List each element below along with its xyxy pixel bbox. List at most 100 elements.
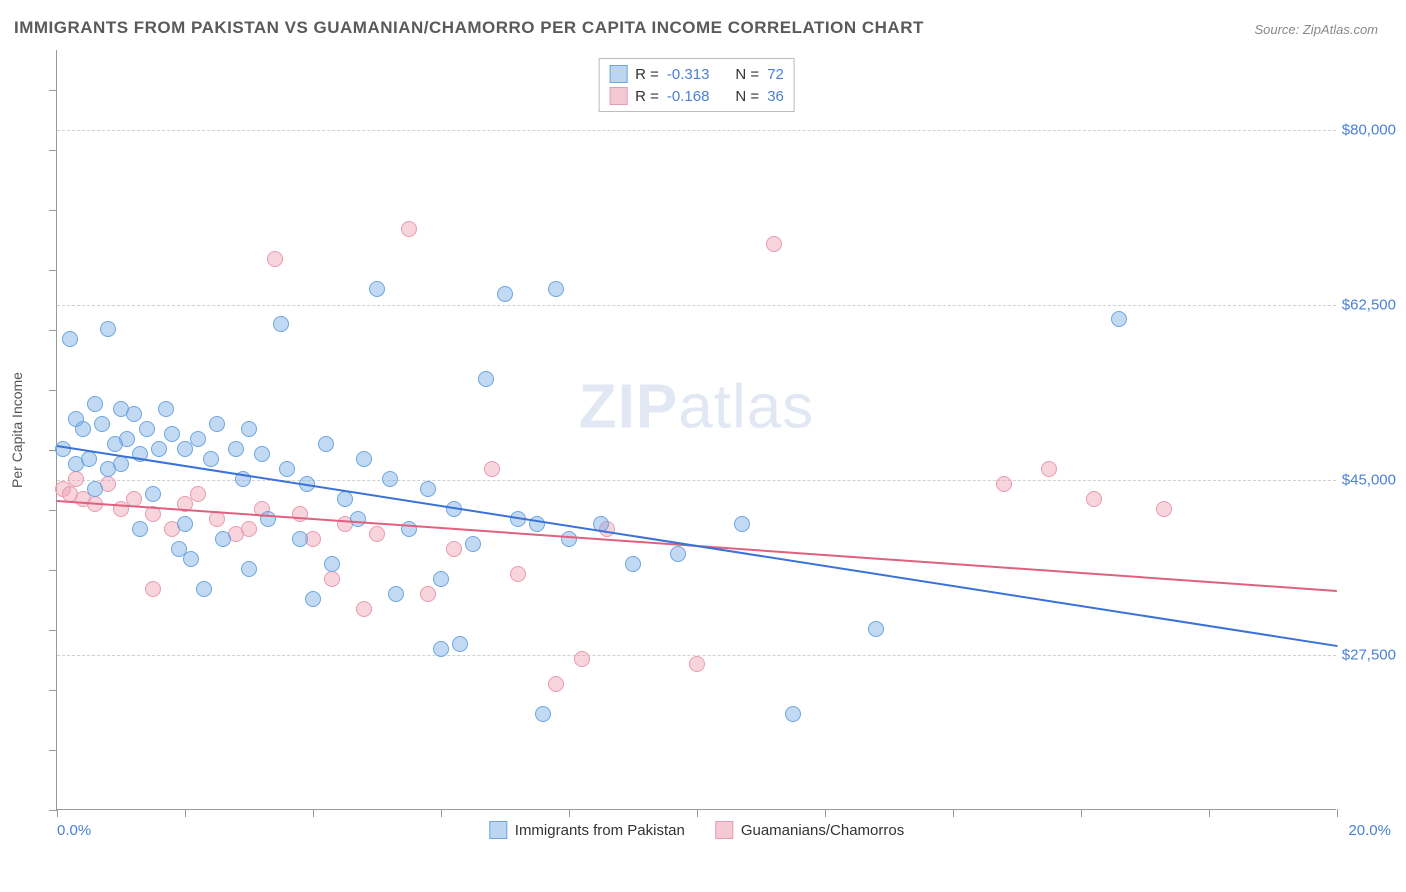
legend-r-label: R = [635,88,659,105]
trend-line [57,445,1337,647]
scatter-point [369,526,385,542]
scatter-point [1041,461,1057,477]
plot-area: Per Capita Income ZIPatlas R = -0.313 N … [56,50,1336,810]
scatter-point [279,461,295,477]
x-tick [313,809,314,817]
scatter-point [465,536,481,552]
x-tick [1337,809,1338,817]
watermark: ZIPatlas [579,371,814,442]
scatter-point [81,451,97,467]
scatter-point [292,531,308,547]
legend-item-series1: Immigrants from Pakistan [489,821,685,839]
scatter-point [190,431,206,447]
x-tick [1209,809,1210,817]
scatter-point [267,251,283,267]
scatter-point [324,571,340,587]
scatter-point [356,601,372,617]
scatter-point [356,451,372,467]
scatter-point [1111,311,1127,327]
swatch-series2 [715,821,733,839]
scatter-point [484,461,500,477]
scatter-point [183,551,199,567]
scatter-point [113,456,129,472]
scatter-point [478,371,494,387]
scatter-point [868,621,884,637]
scatter-point [561,531,577,547]
scatter-point [190,486,206,502]
scatter-point [241,421,257,437]
scatter-point [158,401,174,417]
y-tick [49,570,57,571]
y-tick [49,750,57,751]
scatter-point [260,511,276,527]
scatter-point [254,446,270,462]
scatter-point [401,221,417,237]
y-tick [49,90,57,91]
scatter-point [215,531,231,547]
scatter-point [420,586,436,602]
scatter-point [388,586,404,602]
scatter-point [433,571,449,587]
scatter-point [625,556,641,572]
y-tick [49,330,57,331]
scatter-point [132,521,148,537]
gridline [57,305,1336,306]
swatch-series1 [489,821,507,839]
scatter-point [241,561,257,577]
scatter-point [535,706,551,722]
scatter-point [119,431,135,447]
scatter-point [452,636,468,652]
scatter-point [350,511,366,527]
scatter-point [420,481,436,497]
scatter-point [548,676,564,692]
scatter-point [1156,501,1172,517]
legend-r-label: R = [635,66,659,83]
scatter-point [87,481,103,497]
scatter-point [164,426,180,442]
scatter-point [574,651,590,667]
scatter-point [87,396,103,412]
series1-name: Immigrants from Pakistan [515,822,685,839]
x-axis-label-min: 0.0% [57,822,91,839]
watermark-rest: atlas [678,372,814,441]
chart-title: IMMIGRANTS FROM PAKISTAN VS GUAMANIAN/CH… [14,18,924,38]
scatter-point [151,441,167,457]
scatter-point [324,556,340,572]
swatch-series1 [609,65,627,83]
legend-n-label: N = [735,88,759,105]
x-axis-label-max: 20.0% [1348,822,1391,839]
y-tick-label: $27,500 [1342,647,1396,664]
scatter-point [446,541,462,557]
scatter-point [126,406,142,422]
legend-r-value-2: -0.168 [667,88,710,105]
legend-r-value-1: -0.313 [667,66,710,83]
scatter-point [145,486,161,502]
scatter-point [273,316,289,332]
scatter-point [548,281,564,297]
y-tick [49,690,57,691]
scatter-point [177,516,193,532]
series2-name: Guamanians/Chamorros [741,822,904,839]
y-tick [49,150,57,151]
scatter-point [382,471,398,487]
scatter-point [689,656,705,672]
y-axis-title: Per Capita Income [9,372,25,488]
y-tick [49,510,57,511]
scatter-point [100,321,116,337]
y-tick-label: $80,000 [1342,122,1396,139]
scatter-point [68,471,84,487]
scatter-point [734,516,750,532]
x-tick [1081,809,1082,817]
y-tick [49,810,57,811]
y-tick [49,630,57,631]
scatter-point [369,281,385,297]
legend-series: Immigrants from Pakistan Guamanians/Cham… [489,821,904,839]
scatter-point [318,436,334,452]
scatter-point [203,451,219,467]
chart-container: IMMIGRANTS FROM PAKISTAN VS GUAMANIAN/CH… [0,0,1406,892]
x-tick [57,809,58,817]
scatter-point [510,566,526,582]
scatter-point [241,521,257,537]
gridline [57,130,1336,131]
legend-n-value-2: 36 [767,88,784,105]
